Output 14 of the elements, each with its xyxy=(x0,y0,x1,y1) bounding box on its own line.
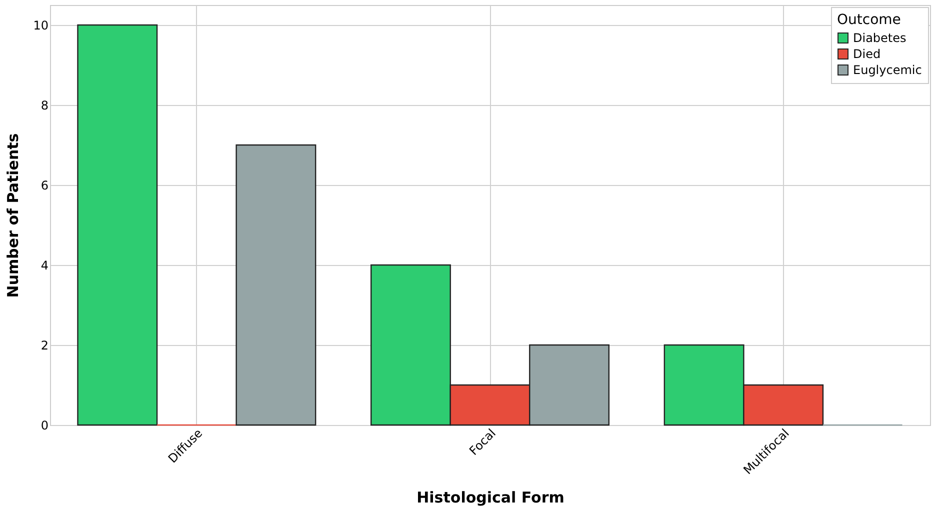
legend-label: Euglycemic xyxy=(853,63,922,77)
y-tick-label: 8 xyxy=(40,98,48,112)
bar xyxy=(236,144,316,426)
legend-label: Died xyxy=(853,47,881,61)
y-axis-title: Number of Patients xyxy=(4,133,22,298)
legend-label: Diabetes xyxy=(853,31,906,45)
bar xyxy=(77,24,158,426)
y-tick-label: 4 xyxy=(40,258,48,272)
y-tick-label: 2 xyxy=(40,338,48,352)
y-tick-label: 0 xyxy=(40,418,48,432)
x-axis-title: Histological Form xyxy=(416,488,564,506)
legend-title: Outcome xyxy=(837,12,901,28)
y-tick-label: 10 xyxy=(33,18,48,32)
y-tick-label: 6 xyxy=(40,178,48,192)
